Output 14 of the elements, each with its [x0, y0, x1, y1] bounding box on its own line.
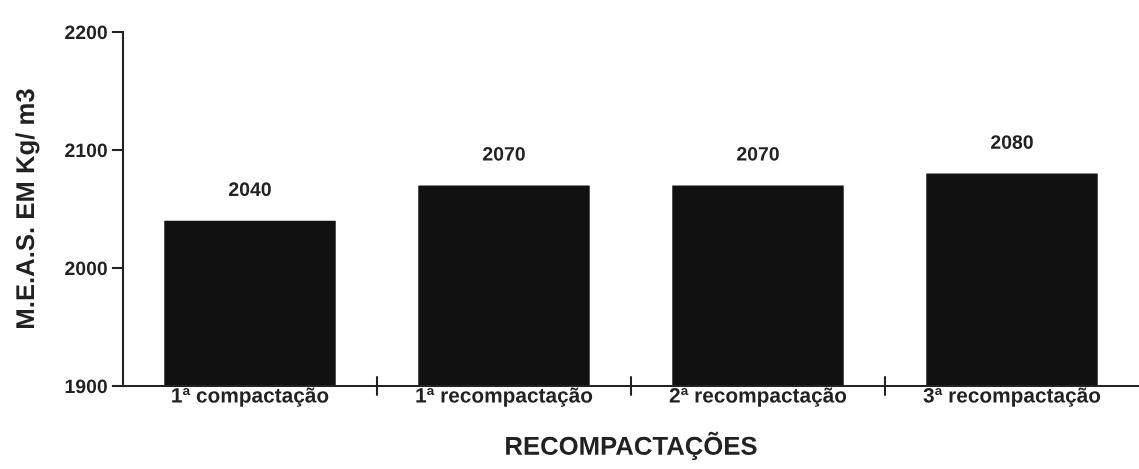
x-tick-label: 2ª recompactação	[669, 387, 847, 407]
y-axis-title: M.E.A.S. EM Kg/ m3	[15, 89, 40, 328]
x-tick-label: 1ª recompactação	[416, 387, 593, 407]
x-tick-label: 1ª compactação	[172, 387, 329, 407]
data-label: 2040	[229, 182, 271, 197]
y-tick-label: 2200	[65, 25, 107, 40]
data-label: 2080	[991, 135, 1033, 149]
y-tick-label: 2000	[65, 261, 107, 276]
data-label: 2070	[737, 146, 779, 161]
x-tick-label: 3ª recompactação	[923, 387, 1101, 407]
y-tick-label: 2100	[65, 143, 107, 158]
x-axis-title: RECOMPACTAÇÕES	[506, 431, 757, 461]
y-tick-label: 1900	[65, 379, 107, 394]
data-label: 2070	[483, 146, 525, 161]
